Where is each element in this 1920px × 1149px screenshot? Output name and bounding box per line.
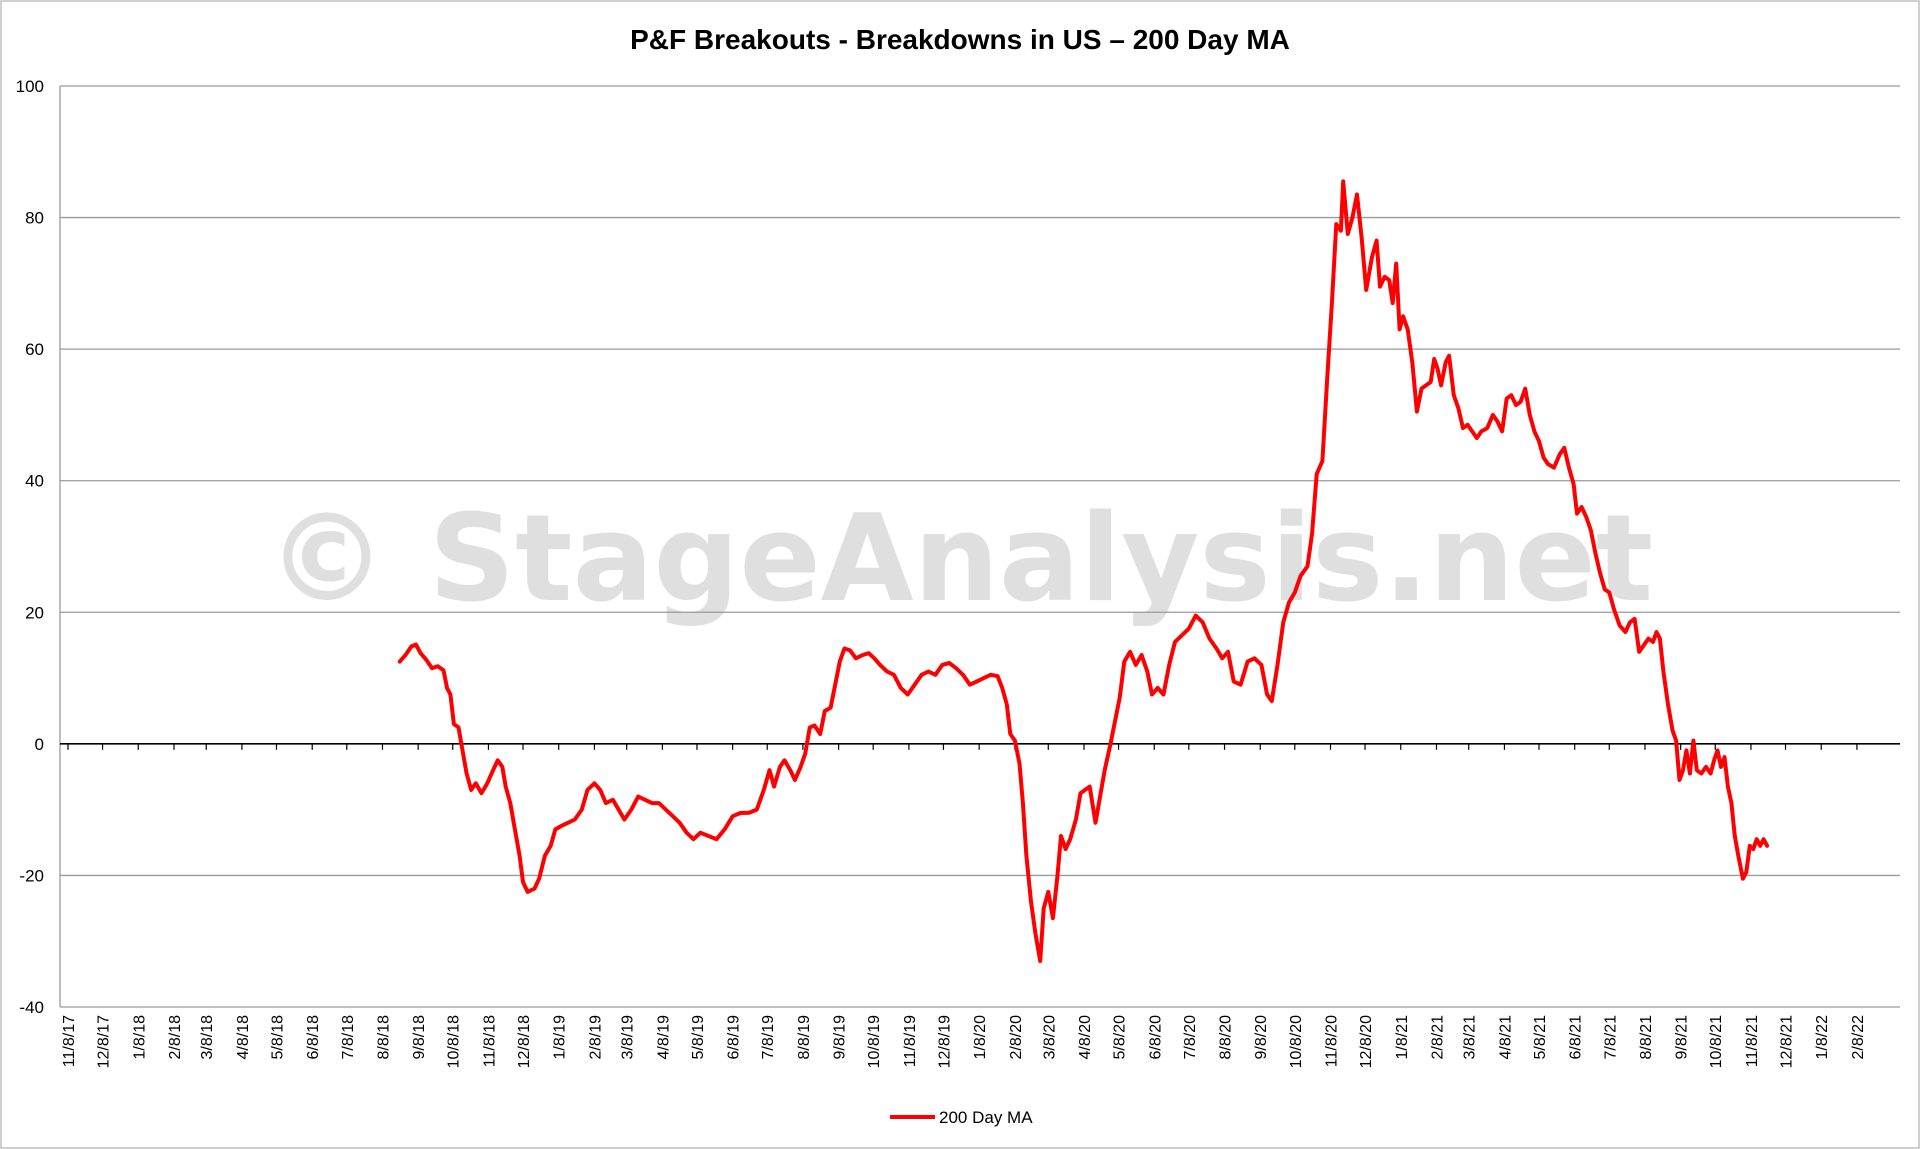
- y-tick-label: 20: [25, 603, 44, 622]
- x-tick-label: 3/8/20: [1041, 1015, 1058, 1060]
- x-tick-label: 11/8/20: [1323, 1015, 1340, 1067]
- x-tick-label: 2/8/20: [1008, 1015, 1025, 1060]
- x-tick-label: 5/8/18: [269, 1015, 286, 1060]
- x-tick-label: 4/8/20: [1077, 1015, 1094, 1060]
- x-tick-label: 8/8/21: [1638, 1015, 1655, 1060]
- x-tick-label: 4/8/21: [1497, 1015, 1514, 1060]
- x-tick-label: 8/8/20: [1218, 1015, 1235, 1060]
- x-tick-label: 12/8/21: [1779, 1015, 1796, 1068]
- y-tick-label: 60: [25, 340, 44, 359]
- x-tick-label: 10/8/18: [446, 1015, 463, 1068]
- x-tick-label: 12/8/20: [1358, 1015, 1375, 1068]
- x-tick-label: 11/8/19: [902, 1015, 919, 1067]
- x-tick-label: 10/8/20: [1288, 1015, 1305, 1068]
- x-tick-label: 2/8/18: [167, 1015, 184, 1060]
- y-tick-label: 100: [16, 77, 44, 96]
- x-tick-label: 2/8/21: [1429, 1015, 1446, 1060]
- series-line-200-day-ma: [397, 179, 1770, 963]
- x-tick-label: 12/8/19: [936, 1015, 953, 1068]
- x-tick-label: 1/8/20: [972, 1015, 989, 1060]
- x-tick-label: 5/8/21: [1532, 1015, 1549, 1060]
- x-tick-label: 1/8/19: [552, 1015, 569, 1060]
- x-tick-label: 11/8/18: [481, 1015, 498, 1067]
- x-tick-label: 8/8/18: [375, 1015, 392, 1060]
- chart-title: P&F Breakouts - Breakdowns in US – 200 D…: [630, 24, 1290, 55]
- x-tick-label: 3/8/21: [1462, 1015, 1479, 1060]
- x-tick-label: 3/8/19: [620, 1015, 637, 1060]
- x-tick-label: 9/8/21: [1674, 1015, 1691, 1060]
- y-tick-label: -40: [19, 998, 44, 1017]
- x-tick-label: 5/8/19: [690, 1015, 707, 1060]
- grid-group: [60, 85, 1900, 1008]
- x-tick-label: 3/8/18: [199, 1015, 216, 1060]
- y-tick-label: 80: [25, 209, 44, 228]
- x-tick-label: 2/8/19: [587, 1015, 604, 1060]
- y-tick-label: -20: [19, 866, 44, 885]
- watermark-text: © StageAnalysis.net: [267, 490, 1653, 629]
- x-tick-label: 7/8/19: [760, 1015, 777, 1060]
- x-tick-label: 6/8/19: [726, 1015, 743, 1060]
- y-axis: -40 -20 0 20 40 60 80 100: [16, 77, 61, 1017]
- x-tick-label: 11/8/17: [61, 1015, 78, 1067]
- y-tick-label: 0: [35, 735, 44, 754]
- x-tick-label: 4/8/18: [235, 1015, 252, 1060]
- legend: 200 Day MA: [890, 1108, 1033, 1127]
- x-tick-label: 4/8/19: [655, 1015, 672, 1060]
- x-axis: 11/8/17 12/8/17 1/8/18 2/8/18 3/8/18 4/8/18 5/…: [60, 743, 1900, 1068]
- x-tick-label: 1/8/21: [1394, 1015, 1411, 1060]
- x-tick-label: 12/8/18: [516, 1015, 533, 1068]
- series-group: [397, 179, 1770, 963]
- x-tick-label: 9/8/18: [411, 1015, 428, 1060]
- x-tick-label: 11/8/21: [1744, 1015, 1761, 1067]
- x-tick-label: 10/8/19: [866, 1015, 883, 1068]
- x-tick-label: 2/8/22: [1850, 1015, 1867, 1060]
- x-tick-label: 9/8/20: [1253, 1015, 1270, 1060]
- x-tick-label: 12/8/17: [96, 1015, 113, 1068]
- x-tick-label: 10/8/21: [1708, 1015, 1725, 1068]
- x-tick-label: 1/8/18: [131, 1015, 148, 1060]
- x-tick-label: 8/8/19: [796, 1015, 813, 1060]
- x-tick-label: 6/8/20: [1147, 1015, 1164, 1060]
- x-tick-label: 7/8/18: [340, 1015, 357, 1060]
- x-tick-label: 7/8/20: [1182, 1015, 1199, 1060]
- x-tick-label: 6/8/18: [305, 1015, 322, 1060]
- y-tick-label: 40: [25, 472, 44, 491]
- legend-label: 200 Day MA: [939, 1108, 1033, 1127]
- x-tick-label: 9/8/19: [832, 1015, 849, 1060]
- x-tick-label: 6/8/21: [1568, 1015, 1585, 1060]
- x-tick-label: 5/8/20: [1112, 1015, 1129, 1060]
- x-tick-label: 1/8/22: [1814, 1015, 1831, 1060]
- x-tick-label: 7/8/21: [1602, 1015, 1619, 1060]
